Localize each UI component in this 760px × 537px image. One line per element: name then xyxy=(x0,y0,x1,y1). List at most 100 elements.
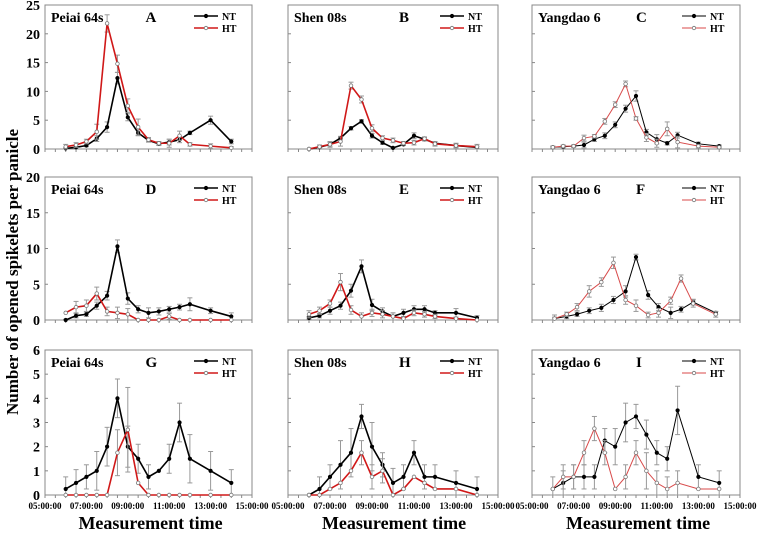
data-point xyxy=(338,480,343,486)
data-point xyxy=(317,486,322,492)
data-point xyxy=(338,462,343,467)
series-ht xyxy=(306,273,480,323)
data-point xyxy=(633,254,639,260)
data-point xyxy=(84,139,89,144)
series-ht xyxy=(550,80,722,150)
data-point xyxy=(422,307,427,312)
legend-label: NT xyxy=(222,184,236,195)
data-point xyxy=(422,480,427,486)
y-tick-label: 0 xyxy=(33,314,40,329)
y-tick-label: 5 xyxy=(33,368,40,383)
data-point xyxy=(177,305,182,310)
legend-marker xyxy=(203,25,209,31)
data-point xyxy=(125,312,130,317)
y-tick-label: 0 xyxy=(33,489,40,504)
legend-ht: HT xyxy=(194,24,237,35)
data-point xyxy=(115,310,120,316)
x-tick-label: 05:00:00 xyxy=(272,501,305,511)
panel-letter: D xyxy=(146,182,157,198)
data-point xyxy=(401,316,406,321)
data-point xyxy=(633,450,639,455)
x-tick-label: 13:00:00 xyxy=(194,501,227,511)
legend-ht: HT xyxy=(682,24,725,35)
data-point xyxy=(135,124,141,130)
y-tick-label: 3 xyxy=(33,417,40,432)
data-point xyxy=(432,486,438,492)
data-point xyxy=(125,427,130,432)
legend-nt: NT xyxy=(682,12,724,23)
data-point xyxy=(390,138,396,143)
x-tick-label: 05:00:00 xyxy=(29,501,62,511)
data-point xyxy=(623,289,628,294)
data-point xyxy=(125,103,130,108)
data-point xyxy=(63,317,68,323)
data-point xyxy=(359,264,364,269)
data-point xyxy=(691,301,696,306)
data-point xyxy=(135,480,141,486)
data-point xyxy=(177,492,182,498)
data-point xyxy=(611,297,616,303)
data-point xyxy=(675,408,680,413)
legend-marker xyxy=(449,185,455,191)
data-point xyxy=(665,126,670,132)
data-point xyxy=(390,492,396,498)
data-point xyxy=(229,145,234,151)
plot-frame xyxy=(531,4,741,150)
series-nt xyxy=(306,259,480,321)
panel-cultivar: Yangdao 6 xyxy=(538,183,601,198)
panel-i: 05:00:00 07:00:00 09:00:00 11:00:00 13:00:00… xyxy=(516,349,757,511)
series-ht xyxy=(63,14,234,151)
data-point xyxy=(644,432,649,437)
legend-marker xyxy=(449,358,455,364)
panel-letter: C xyxy=(636,10,647,26)
data-point xyxy=(432,141,438,147)
plot-frame xyxy=(531,176,741,321)
data-point xyxy=(327,301,333,306)
series-nt xyxy=(63,378,234,496)
data-point xyxy=(317,144,322,149)
data-point xyxy=(474,486,480,492)
x-tick-label: 09:00:00 xyxy=(111,501,144,511)
data-point xyxy=(208,492,213,498)
data-point xyxy=(359,314,364,319)
legend-label: NT xyxy=(710,12,724,23)
data-point xyxy=(453,486,459,492)
data-point xyxy=(73,142,79,148)
data-point xyxy=(84,474,89,479)
x-tick-label: 11:00:00 xyxy=(153,501,186,511)
legend-label: HT xyxy=(710,196,725,207)
data-point xyxy=(327,308,333,313)
data-point xyxy=(306,146,312,152)
data-point xyxy=(369,302,375,308)
data-point xyxy=(453,143,459,148)
series-line xyxy=(308,263,478,319)
legend-marker xyxy=(203,370,209,376)
legend-ht: HT xyxy=(440,369,483,380)
x-tick-label: 11:00:00 xyxy=(398,501,431,511)
data-point xyxy=(602,133,607,138)
data-point xyxy=(644,468,649,474)
data-point xyxy=(587,308,592,313)
data-point xyxy=(665,456,670,461)
data-point xyxy=(348,307,354,313)
legend-label: HT xyxy=(468,24,483,35)
data-point xyxy=(115,244,120,249)
data-point xyxy=(73,304,79,310)
data-point xyxy=(675,139,680,145)
legend-nt: NT xyxy=(682,357,724,368)
panel-letter: B xyxy=(399,10,409,26)
data-point xyxy=(713,312,718,317)
legend-label: HT xyxy=(222,196,237,207)
y-tick-label: 20 xyxy=(26,28,40,43)
data-point xyxy=(665,141,670,146)
data-point xyxy=(166,492,172,498)
y-tick-label: 6 xyxy=(33,344,40,359)
data-point xyxy=(338,279,343,285)
data-point xyxy=(561,143,566,149)
data-point xyxy=(717,486,722,492)
data-point xyxy=(208,118,213,123)
data-point xyxy=(668,310,673,315)
panel-cultivar: Shen 08s xyxy=(294,356,347,371)
